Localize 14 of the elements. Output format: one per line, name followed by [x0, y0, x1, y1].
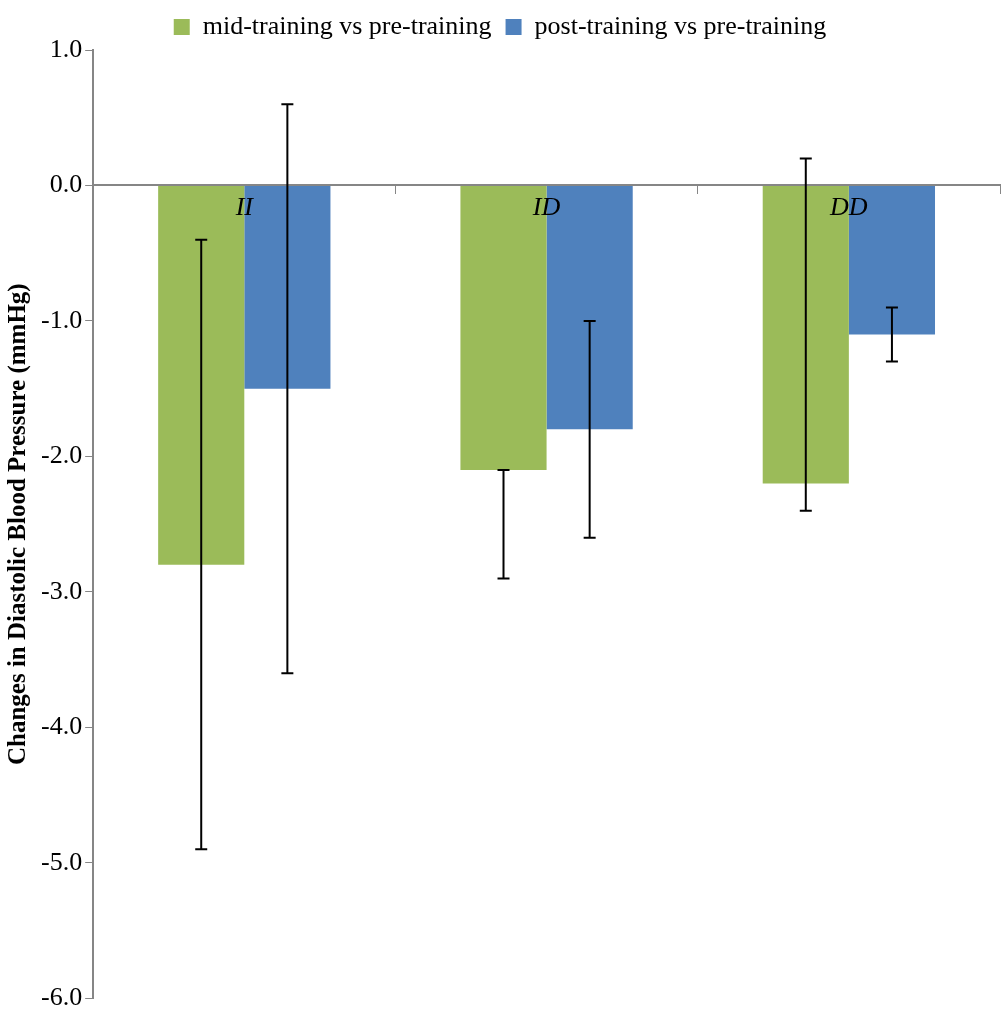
x-tick-label: ID [531, 192, 561, 222]
legend-label: mid-training vs pre-training [202, 10, 492, 40]
y-tick-label: 1.0 [49, 33, 83, 63]
legend-label: post-training vs pre-training [534, 10, 827, 40]
y-tick-label: -1.0 [40, 304, 83, 334]
y-tick-label: -4.0 [40, 711, 83, 741]
y-tick-label: -6.0 [40, 982, 83, 1012]
x-tick-label: II [234, 192, 255, 222]
y-axis-title: Changes in Diastolic Blood Pressure (mmHg) [3, 283, 32, 766]
y-tick-label: -3.0 [40, 575, 83, 605]
y-tick-label: -2.0 [40, 440, 83, 470]
y-tick-label: 0.0 [49, 169, 83, 199]
y-tick-label: -5.0 [40, 846, 83, 876]
x-tick-label: DD [829, 192, 868, 222]
